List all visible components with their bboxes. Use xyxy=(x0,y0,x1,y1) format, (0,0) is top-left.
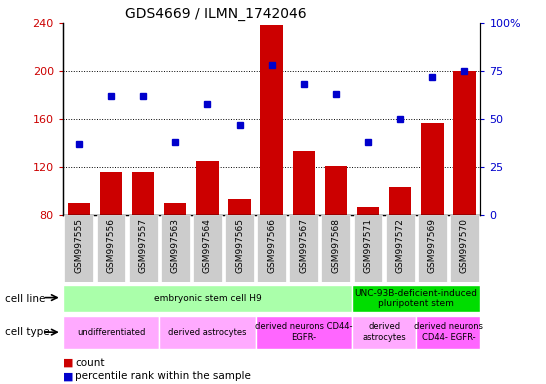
Text: count: count xyxy=(75,358,105,368)
Bar xyxy=(164,203,187,215)
FancyBboxPatch shape xyxy=(161,215,189,282)
Bar xyxy=(421,122,443,215)
FancyBboxPatch shape xyxy=(64,215,93,282)
Text: GSM997567: GSM997567 xyxy=(299,218,308,273)
Text: ■: ■ xyxy=(63,358,73,368)
FancyBboxPatch shape xyxy=(63,285,352,313)
FancyBboxPatch shape xyxy=(63,316,159,349)
Bar xyxy=(196,161,218,215)
FancyBboxPatch shape xyxy=(225,215,254,282)
Text: GDS4669 / ILMN_1742046: GDS4669 / ILMN_1742046 xyxy=(126,7,307,21)
Bar xyxy=(260,25,283,215)
Text: GSM997569: GSM997569 xyxy=(428,218,437,273)
Bar xyxy=(100,172,122,215)
FancyBboxPatch shape xyxy=(257,215,286,282)
FancyBboxPatch shape xyxy=(256,316,352,349)
FancyBboxPatch shape xyxy=(354,215,383,282)
FancyBboxPatch shape xyxy=(193,215,222,282)
Bar xyxy=(389,187,411,215)
Text: GSM997563: GSM997563 xyxy=(171,218,180,273)
Text: embryonic stem cell H9: embryonic stem cell H9 xyxy=(153,294,261,303)
FancyBboxPatch shape xyxy=(418,215,447,282)
FancyBboxPatch shape xyxy=(97,215,126,282)
Text: GSM997568: GSM997568 xyxy=(331,218,340,273)
Text: cell line: cell line xyxy=(5,294,46,304)
Text: GSM997571: GSM997571 xyxy=(364,218,372,273)
Text: GSM997555: GSM997555 xyxy=(74,218,84,273)
Bar xyxy=(453,71,476,215)
Text: derived
astrocytes: derived astrocytes xyxy=(362,323,406,342)
FancyBboxPatch shape xyxy=(322,215,351,282)
Text: derived neurons
CD44- EGFR-: derived neurons CD44- EGFR- xyxy=(414,323,483,342)
FancyBboxPatch shape xyxy=(352,316,416,349)
FancyBboxPatch shape xyxy=(450,215,479,282)
Text: GSM997556: GSM997556 xyxy=(106,218,116,273)
FancyBboxPatch shape xyxy=(352,285,480,313)
Text: GSM997564: GSM997564 xyxy=(203,218,212,273)
Text: GSM997565: GSM997565 xyxy=(235,218,244,273)
Text: derived neurons CD44-
EGFR-: derived neurons CD44- EGFR- xyxy=(255,323,353,342)
Text: derived astrocytes: derived astrocytes xyxy=(168,328,247,337)
Bar xyxy=(293,151,315,215)
FancyBboxPatch shape xyxy=(416,316,480,349)
FancyBboxPatch shape xyxy=(289,215,318,282)
Bar xyxy=(68,203,90,215)
Text: GSM997572: GSM997572 xyxy=(396,218,405,273)
FancyBboxPatch shape xyxy=(129,215,158,282)
Bar xyxy=(325,166,347,215)
Text: UNC-93B-deficient-induced
pluripotent stem: UNC-93B-deficient-induced pluripotent st… xyxy=(355,289,478,308)
Bar xyxy=(357,207,379,215)
Text: undifferentiated: undifferentiated xyxy=(77,328,145,337)
FancyBboxPatch shape xyxy=(159,316,256,349)
Text: percentile rank within the sample: percentile rank within the sample xyxy=(75,371,251,381)
Text: GSM997566: GSM997566 xyxy=(267,218,276,273)
Bar xyxy=(132,172,155,215)
Text: GSM997570: GSM997570 xyxy=(460,218,469,273)
Text: ■: ■ xyxy=(63,371,73,381)
Bar xyxy=(228,199,251,215)
Text: GSM997557: GSM997557 xyxy=(139,218,147,273)
FancyBboxPatch shape xyxy=(385,215,414,282)
Text: cell type: cell type xyxy=(5,327,50,337)
